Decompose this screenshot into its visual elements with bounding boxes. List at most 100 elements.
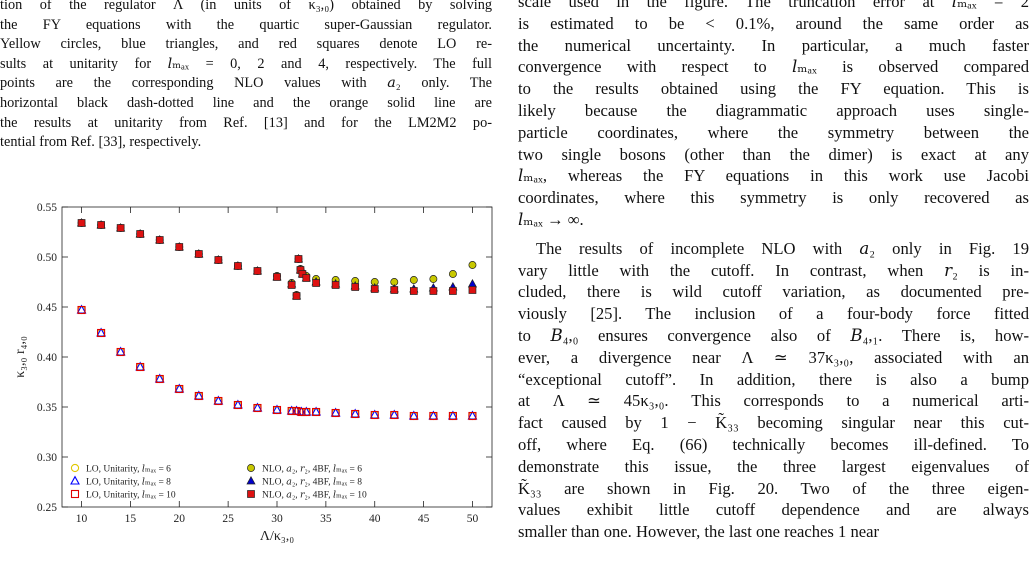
figure-caption: tion of the regulator Λ (in units of κ₃,… [0,0,492,153]
point [409,276,418,284]
point [370,410,379,420]
x-tick-label: 45 [418,513,430,525]
legend-marker [247,490,255,498]
series [77,305,477,421]
point [312,279,320,287]
text-line: The results of incomplete NLO with 𝑎₂ on… [536,238,1029,258]
point [468,411,477,421]
text-line: to the results obtained using the FY equ… [518,79,1029,99]
text-line: cluded, there is wild cutoff variation, … [518,282,1029,302]
legend-marker [70,475,80,485]
chart: 10 15 20 25 30 35 40 45 50 0.25 0.30 0.35 0.40 0.45 0.… [13,202,493,544]
point [370,285,379,293]
point [136,362,145,372]
legend-label: LO, Unitarity, 𝑙ₘₐₓ = 10 [86,491,176,501]
point [468,261,477,269]
caption-line: points are the corresponding NLO values … [0,75,492,92]
text-line: the numerical uncertainty. In particular… [518,35,1029,55]
text-line: fact caused by 1 − K̃₃₃ becoming singula… [518,413,1029,433]
point [136,230,145,238]
caption-line: Yellow circles, blue triangles, and red … [0,36,492,53]
caption-line: the FY equations with the quartic super-… [0,16,492,33]
x-tick-label: 10 [76,513,88,525]
text-line: two single bosons (other than the dimer)… [518,144,1029,164]
text-line: to 𝐵₄,₀ ensures convergence also of 𝐵₄,₁… [518,325,1029,345]
text-line: particle coordinates, where the symmetry… [518,122,1029,142]
point [331,408,340,418]
text-line: demonstrate this issue, the three larges… [518,456,1029,476]
point [351,409,360,419]
point [97,221,105,229]
point [409,411,418,421]
legend-marker [70,463,80,473]
point [449,287,457,295]
legend-marker [247,464,255,472]
point [77,219,86,227]
point [331,281,340,289]
legend-label: LO, Unitarity, 𝑙ₘₐₓ = 8 [86,478,171,488]
x-tick-label: 20 [174,513,186,525]
point [194,250,203,258]
caption-line: the results at unitarity from Ref. [13] … [0,114,492,131]
point [302,274,311,282]
point [468,286,477,294]
point [429,275,438,283]
x-tick-label: 15 [125,513,137,525]
point [351,283,360,291]
paragraph: scale used in the figure. The truncation… [518,0,1029,231]
point [234,262,242,270]
point [273,273,281,281]
text-line: 𝑙ₘₐₓ → ∞. [518,209,584,229]
legend-label: NLO, 𝑎₂, 𝑟₂, 4BF, 𝑙ₘₐₓ = 10 [262,491,367,501]
point [294,255,303,263]
point [297,407,306,417]
body-text: scale used in the figure. The truncation… [518,0,1029,543]
legend-label: NLO, 𝑎₂, 𝑟₂, 4BF, 𝑙ₘₐₓ = 8 [262,478,362,488]
y-tick-label: 0.40 [37,352,57,364]
x-tick-label: 25 [222,513,234,525]
point [448,270,457,278]
point [302,407,311,417]
point [77,305,86,315]
caption-line: tential from Ref. [33], respectively. [0,134,202,151]
y-tick-label: 0.55 [37,202,57,214]
point [253,403,262,413]
text-line: 𝑙ₘₐₓ, whereas the FY equations in this w… [518,166,1029,186]
x-tick-label: 50 [467,513,479,525]
point [312,407,321,417]
y-tick-label: 0.45 [37,302,57,314]
point [253,267,262,275]
point [390,286,399,294]
paragraph: The results of incomplete NLO with 𝑎₂ on… [518,238,1029,543]
point [467,278,478,288]
caption-line: sults at unitarity for 𝑙ₘₐₓ = 0, 2 and 4… [0,55,492,72]
point [298,270,307,278]
point [175,243,184,251]
point [409,287,418,295]
point [155,374,164,384]
series [76,304,478,420]
x-axis-label: Λ/κ₃,₀ [260,529,294,544]
caption-line: tion of the regulator Λ (in units of κ₃,… [0,0,492,13]
y-axis-label: κ₃,₀ r₄,₀ [13,336,28,378]
x-tick-label: 40 [369,513,381,525]
point [97,328,106,338]
x-tick-label: 30 [271,513,283,525]
plot-frame [61,206,493,508]
point [287,406,296,416]
point [429,287,438,295]
y-tick-label: 0.35 [37,402,57,414]
text-line: smaller than one. However, the last one … [518,522,880,542]
text-line: likely because the diagrammatic approach… [518,100,1029,120]
text-line: at Λ ≃ 45κ₃,₀. This corresponds to a num… [518,391,1029,411]
point [116,224,125,232]
point [390,410,399,420]
point [214,396,223,406]
text-line: K̃₃₃ are shown in Fig. 20. Two of the th… [518,478,1029,498]
text-line: values exhibit little cutoff dependence … [518,500,1029,520]
point [194,391,203,401]
y-tick-label: 0.30 [37,452,57,464]
y-tick-label: 0.50 [37,252,57,264]
point [155,236,164,244]
